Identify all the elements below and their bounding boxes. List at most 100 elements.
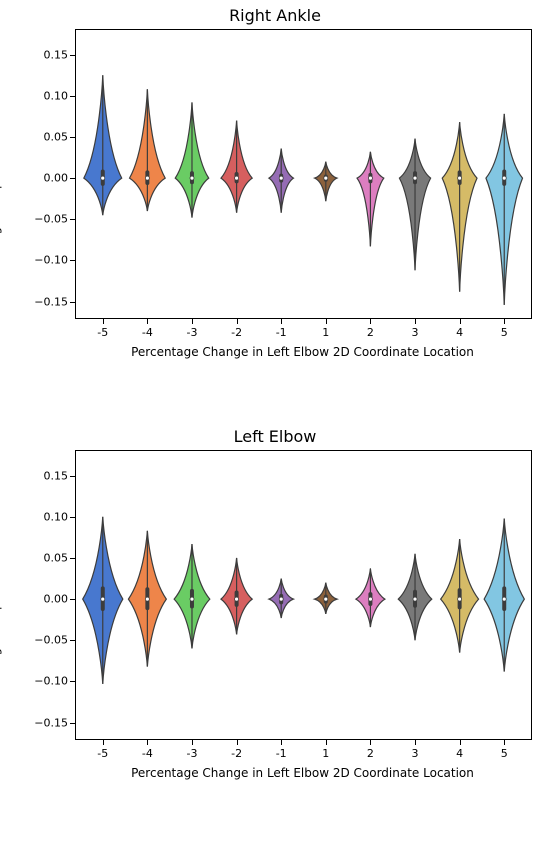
y-tick [70, 55, 76, 56]
violin-median-marker [101, 176, 105, 180]
y-tick-label: −0.10 [26, 254, 68, 267]
subplot-title-bottom: Left Elbow [0, 427, 550, 446]
subplot-title-top: Right Ankle [0, 6, 550, 25]
plot-area-bottom: −0.15−0.10−0.050.000.050.100.15-5-4-3-2-… [75, 450, 532, 740]
violin-median-marker [190, 176, 194, 180]
x-tick [504, 318, 505, 324]
violin-median-marker [235, 176, 239, 180]
x-tick [326, 739, 327, 745]
x-tick-label: -1 [276, 326, 287, 339]
violin-svg-top [76, 30, 531, 318]
x-tick-label: 5 [501, 326, 508, 339]
x-tick-label: 3 [412, 326, 419, 339]
x-tick-label: -3 [186, 326, 197, 339]
x-tick [415, 739, 416, 745]
y-tick-label: 0.15 [26, 48, 68, 61]
y-tick-label: 0.15 [26, 469, 68, 482]
x-tick-label: -2 [231, 747, 242, 760]
x-tick-label: 4 [456, 747, 463, 760]
x-tick-label: -1 [276, 747, 287, 760]
violin-median-marker [458, 597, 462, 601]
violin-median-marker [413, 597, 417, 601]
y-tick-label: −0.10 [26, 675, 68, 688]
x-tick-label: -5 [97, 326, 108, 339]
y-tick [70, 302, 76, 303]
y-tick [70, 681, 76, 682]
y-tick [70, 96, 76, 97]
x-tick-label: 1 [322, 326, 329, 339]
y-tick [70, 599, 76, 600]
x-tick [460, 318, 461, 324]
x-axis-label-top: Percentage Change in Left Elbow 2D Coord… [75, 345, 530, 359]
y-tick [70, 558, 76, 559]
x-tick [504, 739, 505, 745]
x-tick-label: -2 [231, 326, 242, 339]
x-tick [281, 318, 282, 324]
violin-median-marker [235, 597, 239, 601]
x-tick [237, 739, 238, 745]
x-tick-label: 3 [412, 747, 419, 760]
x-tick-label: -3 [186, 747, 197, 760]
x-tick [103, 318, 104, 324]
subplot-right-ankle: Right Ankle −0.15−0.10−0.050.000.050.100… [0, 6, 550, 421]
y-tick [70, 137, 76, 138]
y-tick [70, 640, 76, 641]
y-tick-label: 0.10 [26, 510, 68, 523]
y-axis-label-bottom: Change in Z prediction [0, 518, 2, 718]
y-tick-label: −0.15 [26, 295, 68, 308]
x-tick-label: 2 [367, 326, 374, 339]
x-tick [460, 739, 461, 745]
x-tick-label: 2 [367, 747, 374, 760]
x-tick [326, 318, 327, 324]
x-tick [103, 739, 104, 745]
violin-median-marker [458, 176, 462, 180]
violin-median-marker [413, 176, 417, 180]
y-tick-label: 0.05 [26, 130, 68, 143]
x-tick [192, 739, 193, 745]
y-axis-label-top: Change in Z prediction [0, 97, 2, 297]
violin-median-marker [368, 176, 372, 180]
x-tick [415, 318, 416, 324]
y-tick [70, 178, 76, 179]
y-tick [70, 476, 76, 477]
plot-area-top: −0.15−0.10−0.050.000.050.100.15-5-4-3-2-… [75, 29, 532, 319]
x-tick-label: -4 [142, 747, 153, 760]
x-tick [370, 318, 371, 324]
y-tick [70, 260, 76, 261]
violin-median-marker [190, 597, 194, 601]
y-tick-label: 0.00 [26, 172, 68, 185]
y-tick-label: 0.10 [26, 89, 68, 102]
y-tick [70, 723, 76, 724]
violin-median-marker [368, 597, 372, 601]
violin-median-marker [145, 597, 149, 601]
y-tick [70, 517, 76, 518]
x-tick-label: -5 [97, 747, 108, 760]
violin-svg-bottom [76, 451, 531, 739]
x-tick [370, 739, 371, 745]
violin-median-marker [101, 597, 105, 601]
violin-median-marker [324, 176, 328, 180]
y-tick-label: 0.00 [26, 593, 68, 606]
violin-median-marker [502, 597, 506, 601]
y-tick-label: 0.05 [26, 551, 68, 564]
violin-median-marker [145, 176, 149, 180]
x-tick [147, 739, 148, 745]
x-tick-label: 4 [456, 326, 463, 339]
violin-median-marker [279, 597, 283, 601]
x-tick [147, 318, 148, 324]
violin-median-marker [279, 176, 283, 180]
x-axis-label-bottom: Percentage Change in Left Elbow 2D Coord… [75, 766, 530, 780]
x-tick [281, 739, 282, 745]
x-tick-label: 5 [501, 747, 508, 760]
x-tick-label: 1 [322, 747, 329, 760]
y-tick-label: −0.15 [26, 716, 68, 729]
x-tick-label: -4 [142, 326, 153, 339]
violin-median-marker [324, 597, 328, 601]
subplot-left-elbow: Left Elbow −0.15−0.10−0.050.000.050.100.… [0, 427, 550, 842]
y-tick-label: −0.05 [26, 634, 68, 647]
x-tick [237, 318, 238, 324]
y-tick-label: −0.05 [26, 213, 68, 226]
violin-median-marker [502, 176, 506, 180]
y-tick [70, 219, 76, 220]
x-tick [192, 318, 193, 324]
